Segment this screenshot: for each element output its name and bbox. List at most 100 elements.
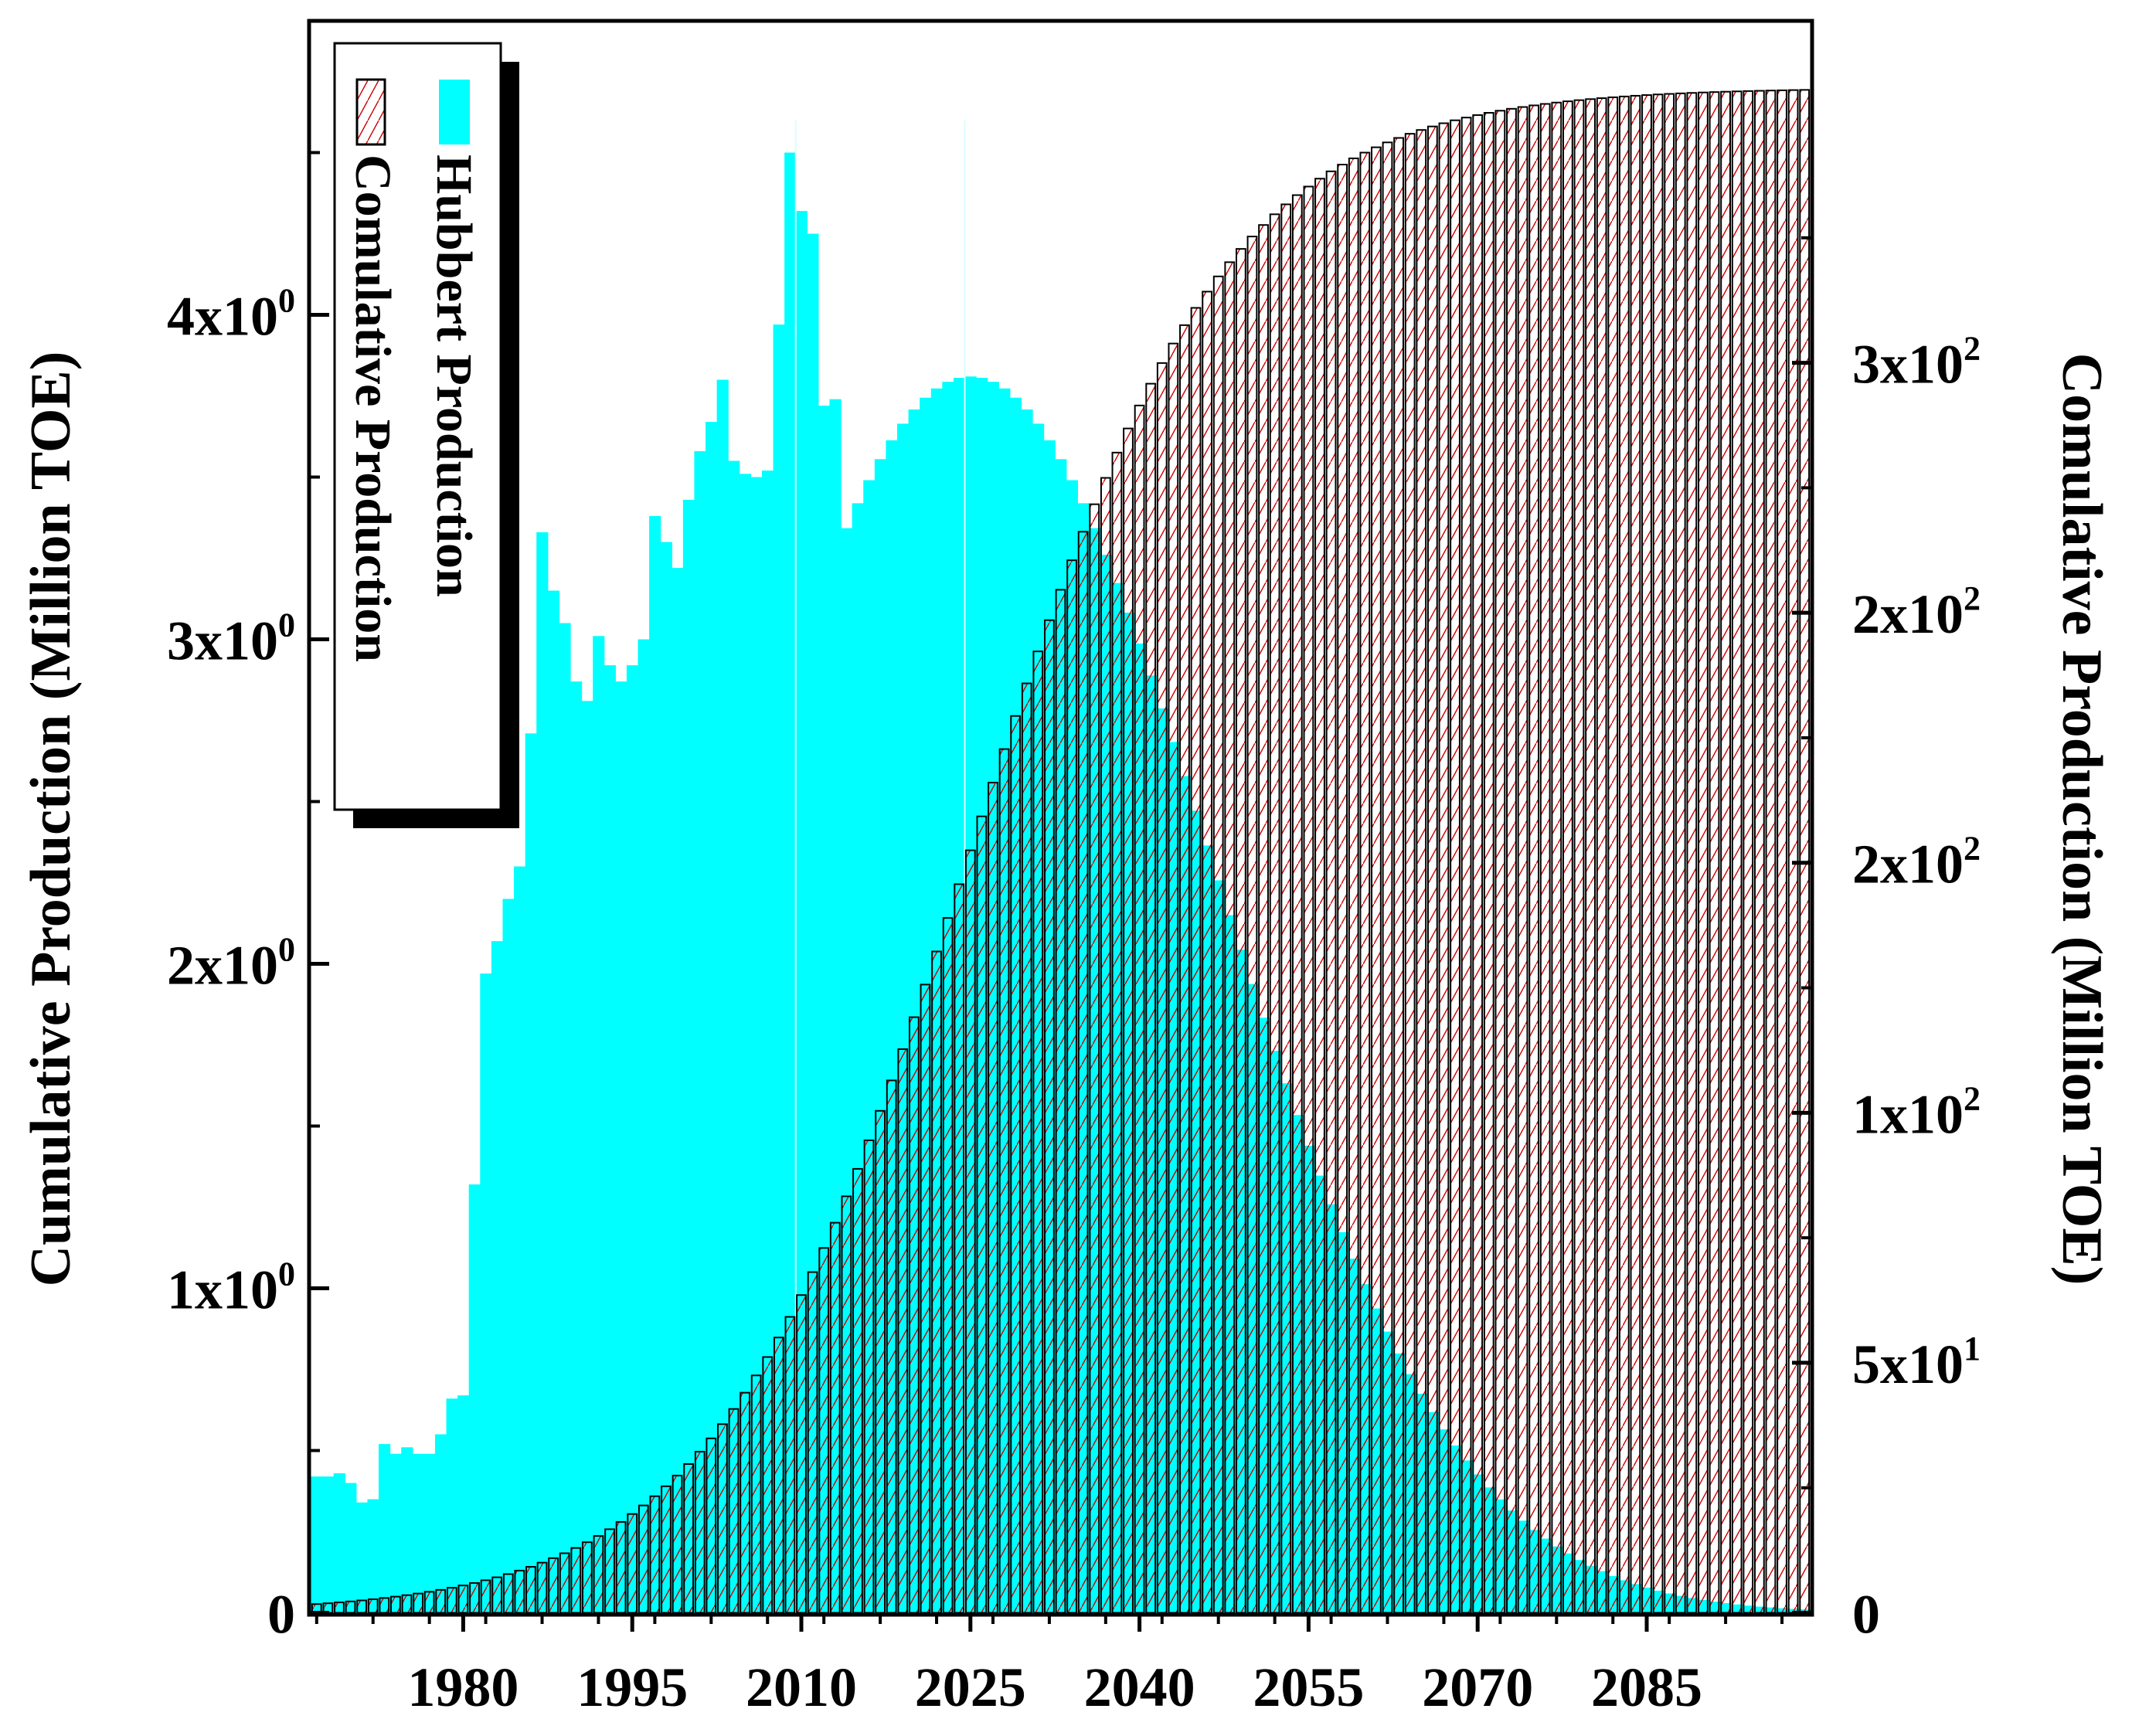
hubbert-bar-1998 [660, 542, 672, 1613]
y-axis-left-title: Cumulative Production (Million TOE) [19, 352, 83, 1287]
cumulative-bar-2005 [740, 1391, 750, 1614]
y-right-tick-label: 2x102 [1852, 830, 1981, 895]
cumulative-bar-1971 [356, 1599, 368, 1614]
hubbert-bar-1988 [547, 590, 560, 1613]
cumulative-bar-1984 [502, 1573, 514, 1614]
x-tick-label: 2025 [915, 1656, 1026, 1718]
hubbert-bar-1985 [514, 866, 526, 1613]
hubbert-bar-1972 [367, 1499, 379, 1613]
cumulative-bar-1985 [514, 1569, 525, 1614]
cumulative-bar-1991 [581, 1541, 593, 1614]
hubbert-bar-2004 [728, 460, 740, 1613]
cumulative-bar-1982 [480, 1579, 491, 1614]
cumulative-bar-2060 [1359, 151, 1371, 1614]
cumulative-bar-2012 [818, 1247, 830, 1614]
cumulative-bar-2039 [1123, 427, 1134, 1614]
legend-box [333, 42, 502, 811]
cumulative-bar-2082 [1607, 96, 1619, 1614]
y-axis-left: 0 1x100 2x100 3x100 4x100 [167, 151, 329, 1646]
y-left-tick-label: 0 [267, 1584, 295, 1646]
cumulative-bar-2030 [1021, 682, 1032, 1614]
cumulative-bar-2019 [897, 1048, 909, 1614]
hubbert-bar-2011 [807, 233, 819, 1613]
hubbert-bar-1984 [502, 899, 515, 1613]
cumulative-bar-1979 [446, 1587, 457, 1614]
cumulative-bar-2066 [1426, 125, 1438, 1614]
cumulative-bar-2017 [875, 1109, 886, 1614]
cumulative-bar-2053 [1280, 203, 1292, 1614]
hubbert-bar-1977 [423, 1453, 436, 1613]
cumulative-bar-2070 [1472, 114, 1484, 1614]
x-tick-label: 2055 [1253, 1656, 1364, 1718]
hubbert-bar-1973 [379, 1444, 391, 1613]
hubbert-bar-1990 [570, 681, 583, 1613]
cumulative-bar-1976 [413, 1592, 423, 1614]
cumulative-bar-2058 [1337, 164, 1348, 1614]
hubbert-bar-1994 [615, 681, 627, 1613]
legend-swatch-hubbert [439, 80, 470, 144]
cumulative-bar-1988 [548, 1557, 559, 1614]
cumulative-bar-1994 [615, 1520, 627, 1614]
cumulative-bar-2089 [1686, 92, 1698, 1614]
cumulative-bar-2059 [1348, 157, 1359, 1614]
cumulative-bar-2095 [1753, 90, 1765, 1614]
cumulative-bar-2055 [1303, 185, 1314, 1614]
cumulative-bar-2021 [920, 984, 931, 1614]
cumulative-bar-2038 [1111, 451, 1123, 1614]
cumulative-bar-2064 [1404, 133, 1416, 1614]
y-left-tick-label: 3x100 [167, 606, 295, 672]
cumulative-bar-2051 [1258, 224, 1269, 1614]
cumulative-bar-2076 [1539, 103, 1551, 1614]
y-left-tick-label: 2x100 [167, 931, 295, 997]
cumulative-bar-2022 [931, 950, 942, 1614]
cumulative-bar-1990 [570, 1547, 582, 1614]
cumulative-bar-2042 [1156, 362, 1168, 1614]
cumulative-bar-2006 [750, 1374, 762, 1614]
cumulative-bar-1978 [435, 1588, 447, 1614]
hubbert-bar-1997 [649, 515, 661, 1613]
hubbert-bar-1971 [355, 1502, 369, 1613]
cumulative-bar-2062 [1382, 141, 1393, 1614]
cumulative-bar-2046 [1202, 290, 1213, 1614]
cumulative-bar-2029 [1010, 715, 1022, 1614]
x-tick-label: 1995 [576, 1656, 688, 1718]
cumulative-bar-2008 [773, 1337, 784, 1614]
cumulative-bar-2090 [1698, 91, 1709, 1614]
plot-frame [307, 19, 1814, 1617]
hubbert-bar-2010 [795, 211, 808, 1613]
cumulative-bar-2054 [1291, 194, 1303, 1614]
legend-swatch-cumulative [355, 78, 386, 146]
x-axis: 1980 1995 2010 2025 2040 2055 2070 2085 [315, 1615, 1784, 1718]
x-tick-label: 2010 [746, 1656, 857, 1718]
cumulative-bar-2020 [908, 1016, 920, 1614]
cumulative-bar-2023 [942, 917, 954, 1614]
cumulative-bar-2067 [1438, 122, 1450, 1614]
cumulative-bar-2074 [1517, 106, 1528, 1614]
cumulative-bar-1981 [469, 1581, 480, 1614]
hubbert-bar-1983 [491, 941, 504, 1613]
cumulative-bar-2026 [976, 815, 988, 1614]
cumulative-bar-1970 [345, 1600, 356, 1614]
legend-label-hubbert: Hubbert Production [426, 155, 482, 597]
hubbert-bar-1986 [525, 733, 537, 1613]
cumulative-bar-2034 [1066, 559, 1077, 1614]
cumulative-bar-1980 [457, 1585, 469, 1614]
y-left-tick-label: 4x100 [167, 282, 295, 348]
cumulative-production-series [311, 89, 1811, 1614]
y-axis-right-title: Comulative Production (Million TOE) [2050, 353, 2113, 1286]
cumulative-bar-2010 [796, 1294, 807, 1614]
cumulative-bar-2063 [1393, 137, 1404, 1614]
hubbert-bar-1975 [401, 1447, 413, 1613]
cumulative-bar-2043 [1168, 342, 1179, 1614]
cumulative-bar-2085 [1641, 94, 1652, 1614]
hubbert-bar-2003 [716, 379, 729, 1613]
cumulative-bar-2004 [728, 1408, 740, 1614]
cumulative-bar-2084 [1630, 94, 1641, 1614]
cumulative-bar-2000 [683, 1463, 695, 1614]
cumulative-bar-2025 [964, 849, 976, 1614]
x-tick-label: 2085 [1591, 1656, 1702, 1718]
hubbert-bar-1976 [412, 1453, 424, 1613]
cumulative-bar-2072 [1494, 110, 1506, 1614]
cumulative-bar-1973 [379, 1597, 390, 1614]
